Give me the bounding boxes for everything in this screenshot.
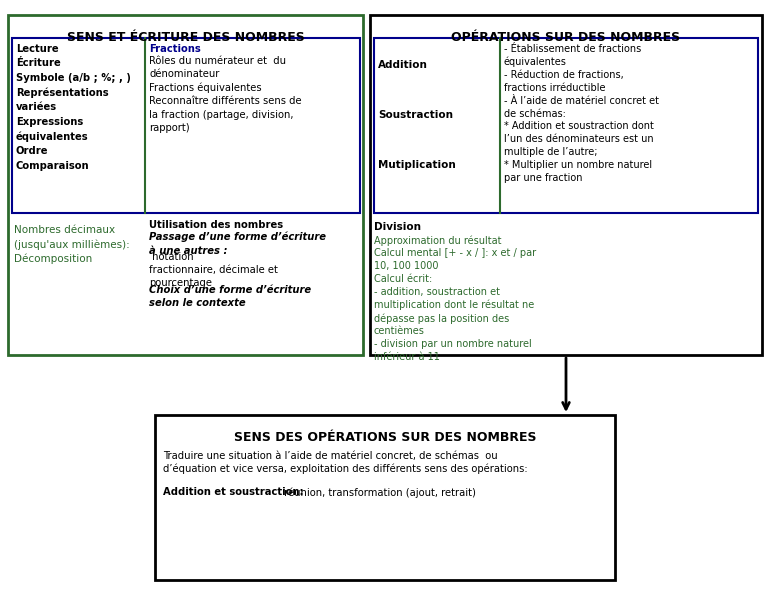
- Text: Choix d’une forme d’écriture
selon le contexte: Choix d’une forme d’écriture selon le co…: [149, 285, 311, 308]
- Text: réunion, transformation (ajout, retrait): réunion, transformation (ajout, retrait): [281, 487, 476, 498]
- Text: d’équation et vice versa, exploitation des différents sens des opérations:: d’équation et vice versa, exploitation d…: [163, 463, 528, 473]
- Text: Utilisation des nombres: Utilisation des nombres: [149, 220, 283, 230]
- Bar: [374, 38, 758, 213]
- Bar: [370, 15, 762, 355]
- Bar: [12, 38, 360, 213]
- Text: Lecture
Écriture
Symbole (a/b ; %; , )
Représentations
variées
Expressions
équiv: Lecture Écriture Symbole (a/b ; %; , ) R…: [16, 44, 131, 170]
- Text: OPÉRATIONS SUR DES NOMBRES: OPÉRATIONS SUR DES NOMBRES: [452, 31, 680, 44]
- Text: Addition et soustraction:: Addition et soustraction:: [163, 487, 303, 497]
- Text: Rôles du numérateur et  du
dénominateur
Fractions équivalentes
Reconnaître diffé: Rôles du numérateur et du dénominateur F…: [149, 56, 302, 132]
- Text: Fractions: Fractions: [149, 44, 200, 54]
- Bar: [8, 15, 363, 355]
- Text: Soustraction: Soustraction: [378, 110, 453, 120]
- Text: Traduire une situation à l’aide de matériel concret, de schémas  ou: Traduire une situation à l’aide de matér…: [163, 451, 498, 461]
- Text: - Établissement de fractions
équivalentes
- Réduction de fractions,
fractions ir: - Établissement de fractions équivalente…: [504, 44, 659, 183]
- Bar: [155, 415, 615, 580]
- Text: Nombres décimaux
(jusqu'aux millièmes):
Décomposition: Nombres décimaux (jusqu'aux millièmes): …: [14, 225, 130, 264]
- Text: Approximation du résultat
Calcul mental [+ - x / ]: x et / par
10, 100 1000
Calc: Approximation du résultat Calcul mental …: [374, 235, 536, 362]
- Text: notation
fractionnaire, décimale et
pourcentage: notation fractionnaire, décimale et pour…: [149, 252, 278, 289]
- Text: SENS DES OPÉRATIONS SUR DES NOMBRES: SENS DES OPÉRATIONS SUR DES NOMBRES: [233, 431, 536, 444]
- Text: SENS ET ÉCRITURE DES NOMBRES: SENS ET ÉCRITURE DES NOMBRES: [67, 31, 304, 44]
- Text: Mutiplication: Mutiplication: [378, 160, 455, 170]
- Text: Passage d’une forme d’écriture
à une autres :: Passage d’une forme d’écriture à une aut…: [149, 232, 326, 255]
- Text: Division: Division: [374, 222, 421, 232]
- Text: Addition: Addition: [378, 60, 428, 70]
